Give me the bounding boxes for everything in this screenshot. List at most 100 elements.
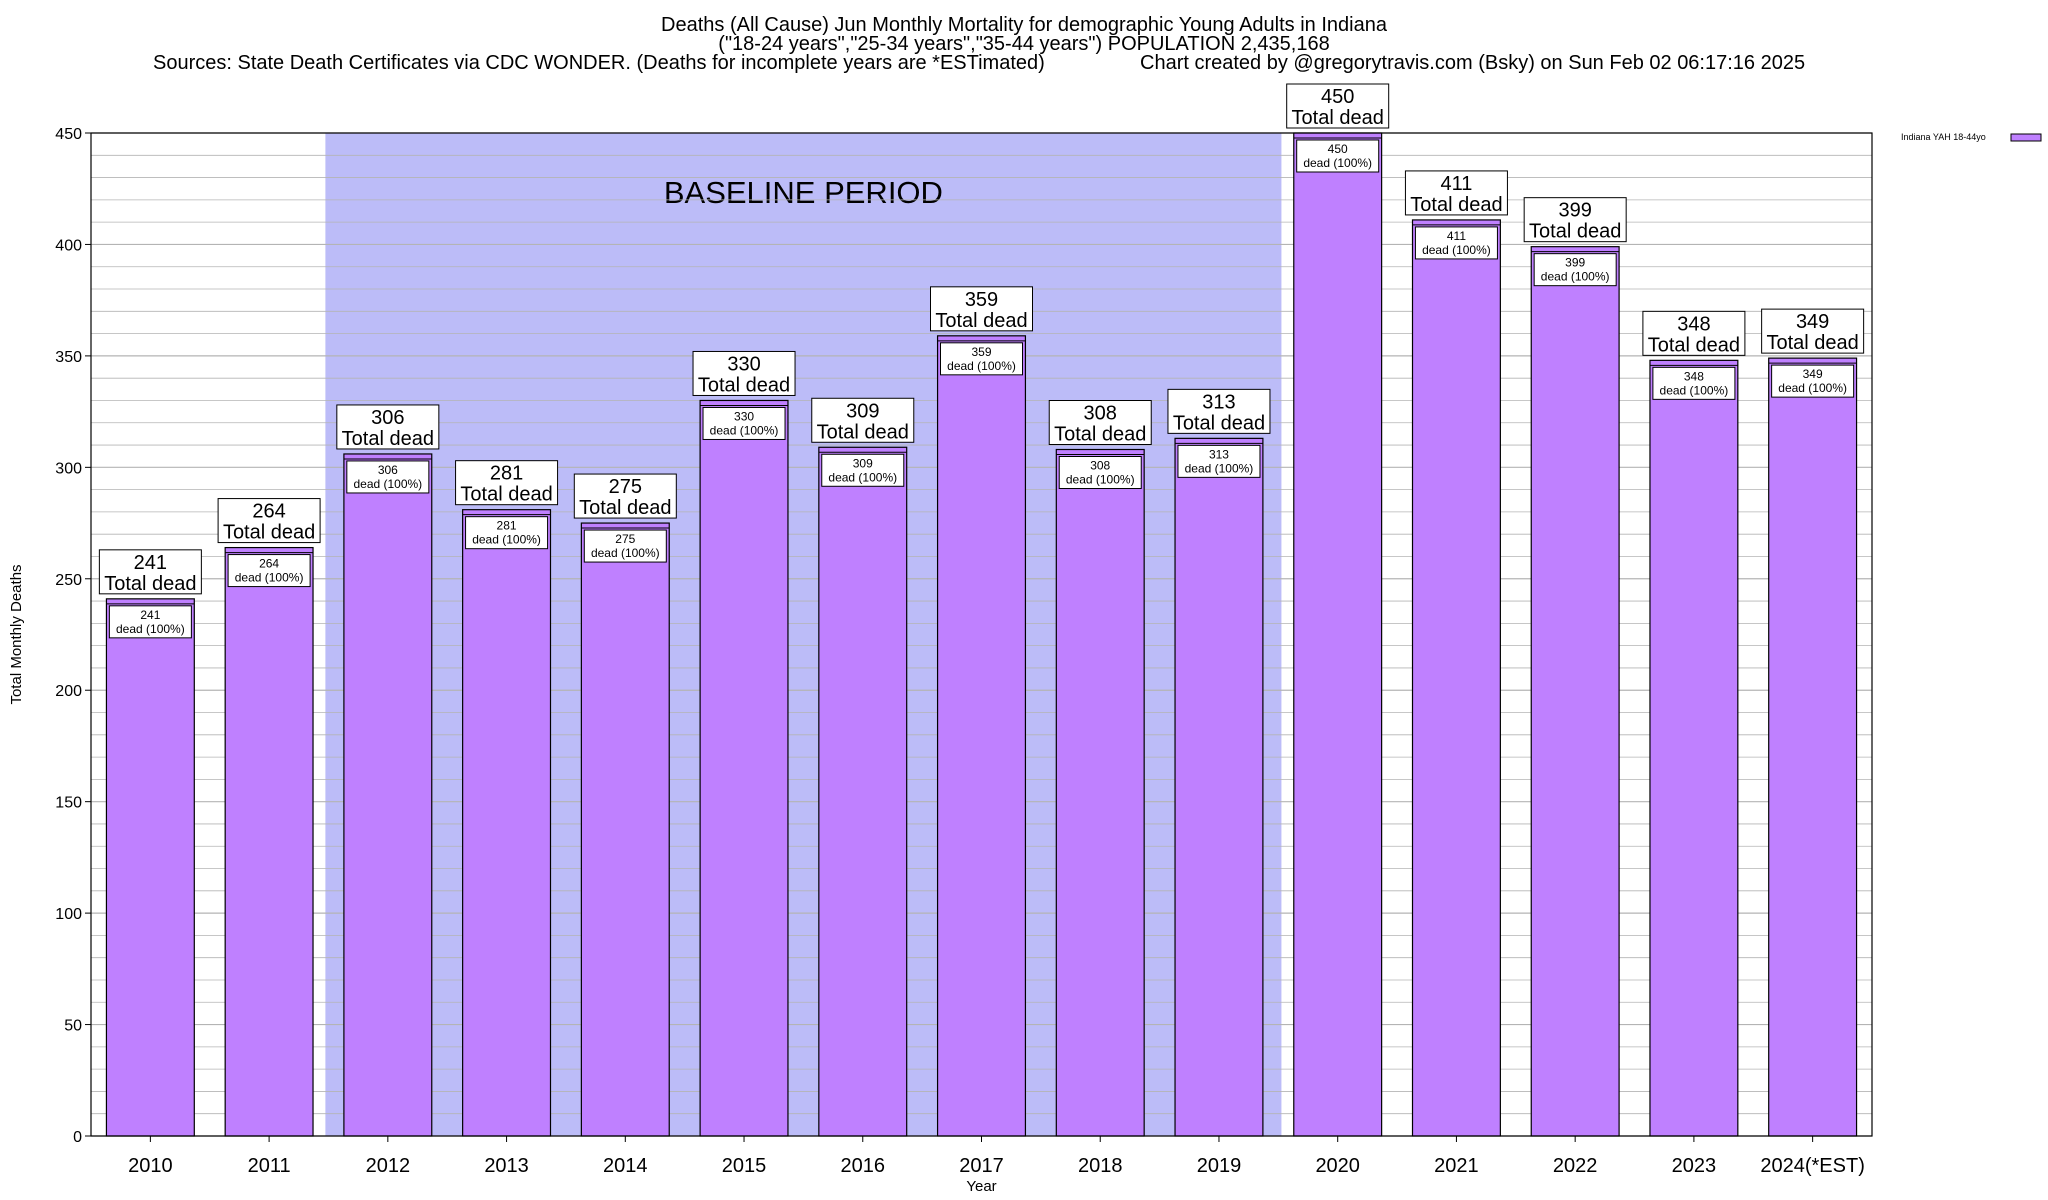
bar-2014 <box>580 522 670 1137</box>
inner-label-box <box>1414 226 1498 260</box>
total-value-label: 411 <box>1440 173 1472 195</box>
inner-percent-label: dead (100%) <box>1541 270 1610 284</box>
inner-label-box <box>1771 364 1855 398</box>
total-value-label: 348 <box>1677 313 1710 335</box>
x-tick-label: 2022 <box>1553 1155 1598 1177</box>
chart-title: Deaths (All Cause) Jun Monthly Mortality… <box>661 14 1387 36</box>
x-tick-label: 2017 <box>959 1155 1004 1177</box>
inner-value-label: 348 <box>1684 369 1704 383</box>
total-dead-label: Total dead <box>1648 334 1740 356</box>
inner-label-box <box>346 460 430 494</box>
bar-2024(*EST) <box>1768 357 1858 1137</box>
total-dead-label: Total dead <box>342 428 434 450</box>
inner-value-label: 450 <box>1328 142 1348 156</box>
inner-value-label: 411 <box>1447 229 1466 243</box>
total-label-box <box>1523 197 1627 243</box>
x-tick-label: 2014 <box>603 1155 648 1177</box>
inner-value-label: 281 <box>497 519 517 533</box>
total-value-label: 264 <box>252 501 285 523</box>
bar-2016 <box>818 446 908 1137</box>
x-tick-label: 2016 <box>841 1155 886 1177</box>
total-value-label: 313 <box>1202 391 1235 413</box>
legend-label: Indiana YAH 18-44yo <box>1901 132 1986 142</box>
inner-value-label: 313 <box>1209 447 1229 461</box>
x-tick-label: 2011 <box>248 1155 291 1177</box>
inner-label-box <box>1533 253 1617 287</box>
inner-percent-label: dead (100%) <box>1185 461 1254 475</box>
total-dead-label: Total dead <box>1766 332 1858 354</box>
total-dead-label: Total dead <box>1410 194 1502 216</box>
x-axis-title: Year <box>966 1178 996 1195</box>
total-dead-label: Total dead <box>1292 107 1384 129</box>
total-label-box <box>1761 308 1865 354</box>
total-label-box <box>692 350 796 396</box>
y-tick-label: 450 <box>55 126 82 143</box>
x-tick-label: 2019 <box>1197 1155 1242 1177</box>
total-value-label: 308 <box>1084 403 1117 425</box>
total-dead-label: Total dead <box>1054 424 1146 446</box>
bar-2021 <box>1411 219 1501 1137</box>
y-tick-label: 100 <box>55 906 82 923</box>
y-tick-label: 150 <box>55 795 82 812</box>
inner-value-label: 330 <box>734 409 754 423</box>
y-tick-label: 50 <box>64 1018 82 1035</box>
inner-label-box <box>583 529 667 563</box>
total-value-label: 275 <box>609 476 642 498</box>
total-value-label: 241 <box>134 552 167 574</box>
legend: Indiana YAH 18-44yo <box>1901 132 2042 142</box>
total-value-label: 349 <box>1796 311 1829 333</box>
x-tick-label: 2021 <box>1434 1155 1479 1177</box>
bar-2010 <box>105 598 195 1137</box>
total-label-box <box>1404 170 1508 216</box>
inner-label-box <box>108 605 192 639</box>
inner-label-box <box>702 406 786 440</box>
inner-value-label: 399 <box>1565 256 1585 270</box>
total-dead-label: Total dead <box>223 522 315 544</box>
x-tick-label: 2015 <box>722 1155 767 1177</box>
chart-subtitle: ("18-24 years","25-34 years","35-44 year… <box>718 33 1330 55</box>
inner-label-box <box>821 453 905 487</box>
bar-2017 <box>936 335 1027 1137</box>
bar-2011 <box>224 546 314 1137</box>
total-value-label: 359 <box>965 289 998 311</box>
total-dead-label: Total dead <box>698 374 790 396</box>
inner-label-box <box>1177 444 1261 478</box>
y-tick-label: 400 <box>55 237 82 254</box>
inner-percent-label: dead (100%) <box>116 622 185 636</box>
inner-percent-label: dead (100%) <box>1660 383 1729 397</box>
x-tick-label: 2024(*EST) <box>1760 1155 1865 1177</box>
inner-percent-label: dead (100%) <box>947 359 1016 373</box>
total-dead-label: Total dead <box>1173 412 1265 434</box>
inner-label-box <box>1296 139 1380 173</box>
inner-percent-label: dead (100%) <box>1066 473 1135 487</box>
total-value-label: 281 <box>490 463 523 485</box>
total-label-box <box>98 549 202 595</box>
total-label-box <box>1642 310 1746 356</box>
total-dead-label: Total dead <box>460 484 552 506</box>
inner-value-label: 264 <box>259 557 279 571</box>
y-tick-label: 300 <box>55 460 82 477</box>
inner-value-label: 306 <box>378 463 398 477</box>
inner-percent-label: dead (100%) <box>828 470 897 484</box>
total-dead-label: Total dead <box>579 497 671 519</box>
chart-credit: Chart created by @gregorytravis.com (Bsk… <box>1140 52 1806 74</box>
y-axis-title: Total Monthly Deaths <box>8 564 25 704</box>
total-dead-label: Total dead <box>1529 221 1621 243</box>
total-value-label: 330 <box>727 353 760 375</box>
bar-2012 <box>343 453 433 1137</box>
total-label-box <box>455 460 559 506</box>
total-label-box <box>573 473 677 519</box>
total-value-label: 306 <box>371 407 404 429</box>
total-label-box <box>217 498 321 544</box>
inner-percent-label: dead (100%) <box>472 533 541 547</box>
bar-2015 <box>699 399 789 1137</box>
total-label-box <box>1048 400 1152 446</box>
inner-label-box <box>1652 366 1736 400</box>
inner-value-label: 309 <box>853 456 873 470</box>
y-tick-label: 0 <box>73 1129 82 1146</box>
total-value-label: 399 <box>1558 200 1591 222</box>
baseline-label: BASELINE PERIOD <box>664 175 943 210</box>
total-value-label: 450 <box>1321 86 1354 108</box>
inner-percent-label: dead (100%) <box>1778 381 1847 395</box>
